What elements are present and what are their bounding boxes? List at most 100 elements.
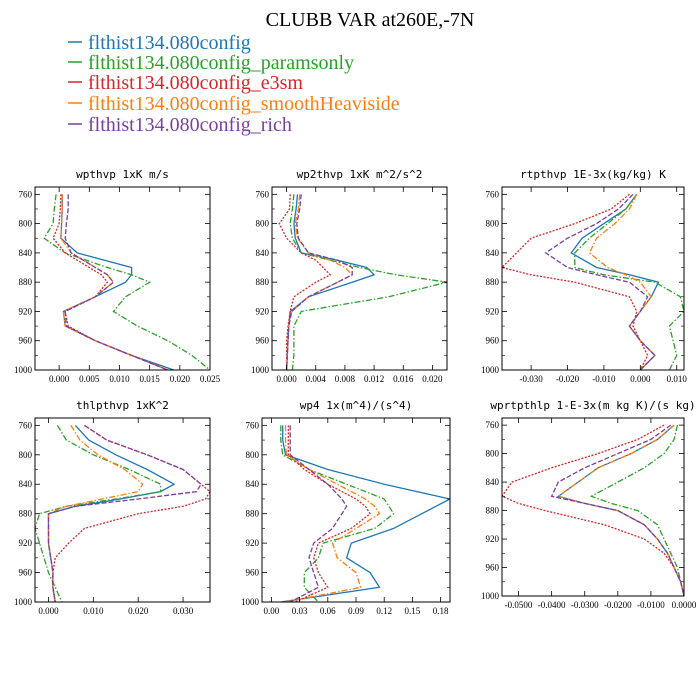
y-tick-label: 920 (19, 306, 33, 316)
x-tick-label: 0.12 (376, 606, 392, 616)
series-line (60, 194, 175, 370)
y-tick-label: 880 (486, 277, 500, 287)
y-tick-label: 800 (19, 219, 33, 229)
y-tick-label: 760 (256, 189, 270, 199)
series-line (556, 424, 684, 596)
plot-frame (271, 186, 448, 371)
panel-wp2thvp: wp2thvp 1xK m^2/s^2 760 800 840 880 920 960 100… (251, 168, 448, 384)
y-tick-label: 960 (19, 336, 33, 346)
panel-title: wpthvp 1xK m/s (76, 168, 169, 181)
series-group (502, 424, 684, 596)
x-tick-label: 0.000 (630, 374, 651, 384)
x-tick-label: 0.000 (276, 374, 297, 384)
series-line (544, 193, 656, 370)
x-tick-label: 0.0000 (672, 600, 697, 610)
series-line (47, 424, 202, 602)
series-line (588, 194, 656, 370)
series-line (285, 194, 354, 370)
y-tick-label: 960 (19, 568, 33, 578)
y-tick-label: 840 (256, 248, 270, 258)
y-tick-label: 920 (486, 534, 500, 544)
y-tick-label: 920 (486, 306, 500, 316)
series-group (278, 194, 447, 370)
y-tick-label: 760 (486, 420, 500, 430)
x-tick-label: 0.000 (49, 374, 70, 384)
x-tick-label: 0.09 (348, 606, 364, 616)
series-group (35, 424, 210, 602)
y-tick-label: 880 (486, 506, 500, 516)
panels: wpthvp 1xK m/s 760 800 840 880 920 960 1000 0.00… (14, 168, 697, 616)
x-tick-label: 0.03 (292, 606, 308, 616)
y-tick-label: 840 (486, 477, 500, 487)
legend-entry: flthist134.080config (68, 32, 251, 54)
y-tick-label: 760 (486, 189, 500, 199)
panel-wpthvp: wpthvp 1xK m/s 760 800 840 880 920 960 1000 0.00… (14, 168, 221, 384)
x-tick-label: 0.020 (422, 374, 443, 384)
y-tick-label: 880 (256, 277, 270, 287)
legend-entry: flthist134.080config_paramsonly (68, 52, 354, 74)
series-line (289, 194, 447, 370)
x-tick-label: 0.005 (79, 374, 100, 384)
plot-frame (261, 417, 451, 603)
x-tick-label: -0.010 (592, 374, 616, 384)
panel-title: wp2thvp 1xK m^2/s^2 (297, 168, 423, 181)
y-tick-label: 840 (19, 479, 33, 489)
legend-entry: flthist134.080config_e3sm (68, 72, 303, 94)
series-line (550, 424, 684, 596)
x-tick-label: 0.020 (170, 374, 191, 384)
y-tick-label: 960 (486, 563, 500, 573)
x-tick-label: 0.008 (335, 374, 356, 384)
x-tick-label: 0.016 (393, 374, 414, 384)
x-tick-label: -0.030 (519, 374, 543, 384)
y-tick-label: 840 (486, 248, 500, 258)
x-tick-label: 0.010 (109, 374, 130, 384)
plot-frame (34, 417, 211, 603)
y-tick-label: 1000 (14, 365, 33, 375)
series-line (570, 193, 660, 370)
x-tick-label: -0.0500 (505, 600, 533, 610)
x-tick-label: 0.00 (264, 606, 280, 616)
legend: flthist134.080config flthist134.080confi… (68, 32, 400, 136)
legend-label: flthist134.080config_e3sm (88, 72, 303, 94)
plot-frame (501, 186, 685, 371)
x-tick-label: 0.025 (200, 374, 221, 384)
series-line (280, 425, 395, 602)
y-tick-label: 800 (486, 449, 500, 459)
y-tick-label: 760 (19, 420, 33, 430)
legend-label: flthist134.080config_paramsonly (88, 52, 354, 74)
series-line (64, 194, 169, 370)
x-tick-label: -0.0400 (538, 600, 566, 610)
series-group (280, 425, 450, 602)
y-tick-label: 800 (486, 219, 500, 229)
series-line (502, 193, 649, 370)
y-tick-label: 840 (19, 248, 33, 258)
y-tick-label: 840 (246, 479, 260, 489)
x-tick-label: 0.004 (306, 374, 327, 384)
y-tick-label: 1000 (481, 365, 500, 375)
legend-label: flthist134.080config_smoothHeaviside (88, 93, 400, 115)
x-tick-label: 0.010 (667, 374, 688, 384)
panel-title: wprtpthlp 1-E-3x(m kg K)/(s kg) (490, 399, 695, 412)
legend-entry: flthist134.080config_smoothHeaviside (68, 93, 400, 115)
y-tick-label: 920 (256, 306, 270, 316)
panel-wprtpthlp: wprtpthlp 1-E-3x(m kg K)/(s kg) 760 800 840… (481, 399, 697, 610)
y-tick-label: 760 (246, 420, 260, 430)
x-tick-label: 0.030 (173, 606, 194, 616)
x-tick-label: 0.012 (364, 374, 384, 384)
panel-wp4: wp4 1x(m^4)/(s^4) 760 800 840 880 920 960 1000 0… (241, 399, 451, 616)
plot-frame (501, 417, 685, 597)
series-line (502, 424, 684, 596)
series-line (60, 194, 169, 370)
y-tick-label: 960 (246, 568, 260, 578)
panel-title: wp4 1x(m^4)/(s^4) (300, 399, 413, 412)
y-tick-label: 920 (19, 538, 33, 548)
y-tick-label: 1000 (251, 365, 270, 375)
y-tick-label: 760 (19, 189, 33, 199)
y-tick-label: 800 (19, 450, 33, 460)
series-group (43, 194, 210, 370)
x-tick-label: 0.06 (320, 606, 336, 616)
x-tick-label: 0.15 (405, 606, 421, 616)
figure-title: CLUBB VAR at260E,-7N (266, 9, 475, 31)
series-line (47, 424, 176, 602)
x-tick-label: -0.0100 (637, 600, 665, 610)
